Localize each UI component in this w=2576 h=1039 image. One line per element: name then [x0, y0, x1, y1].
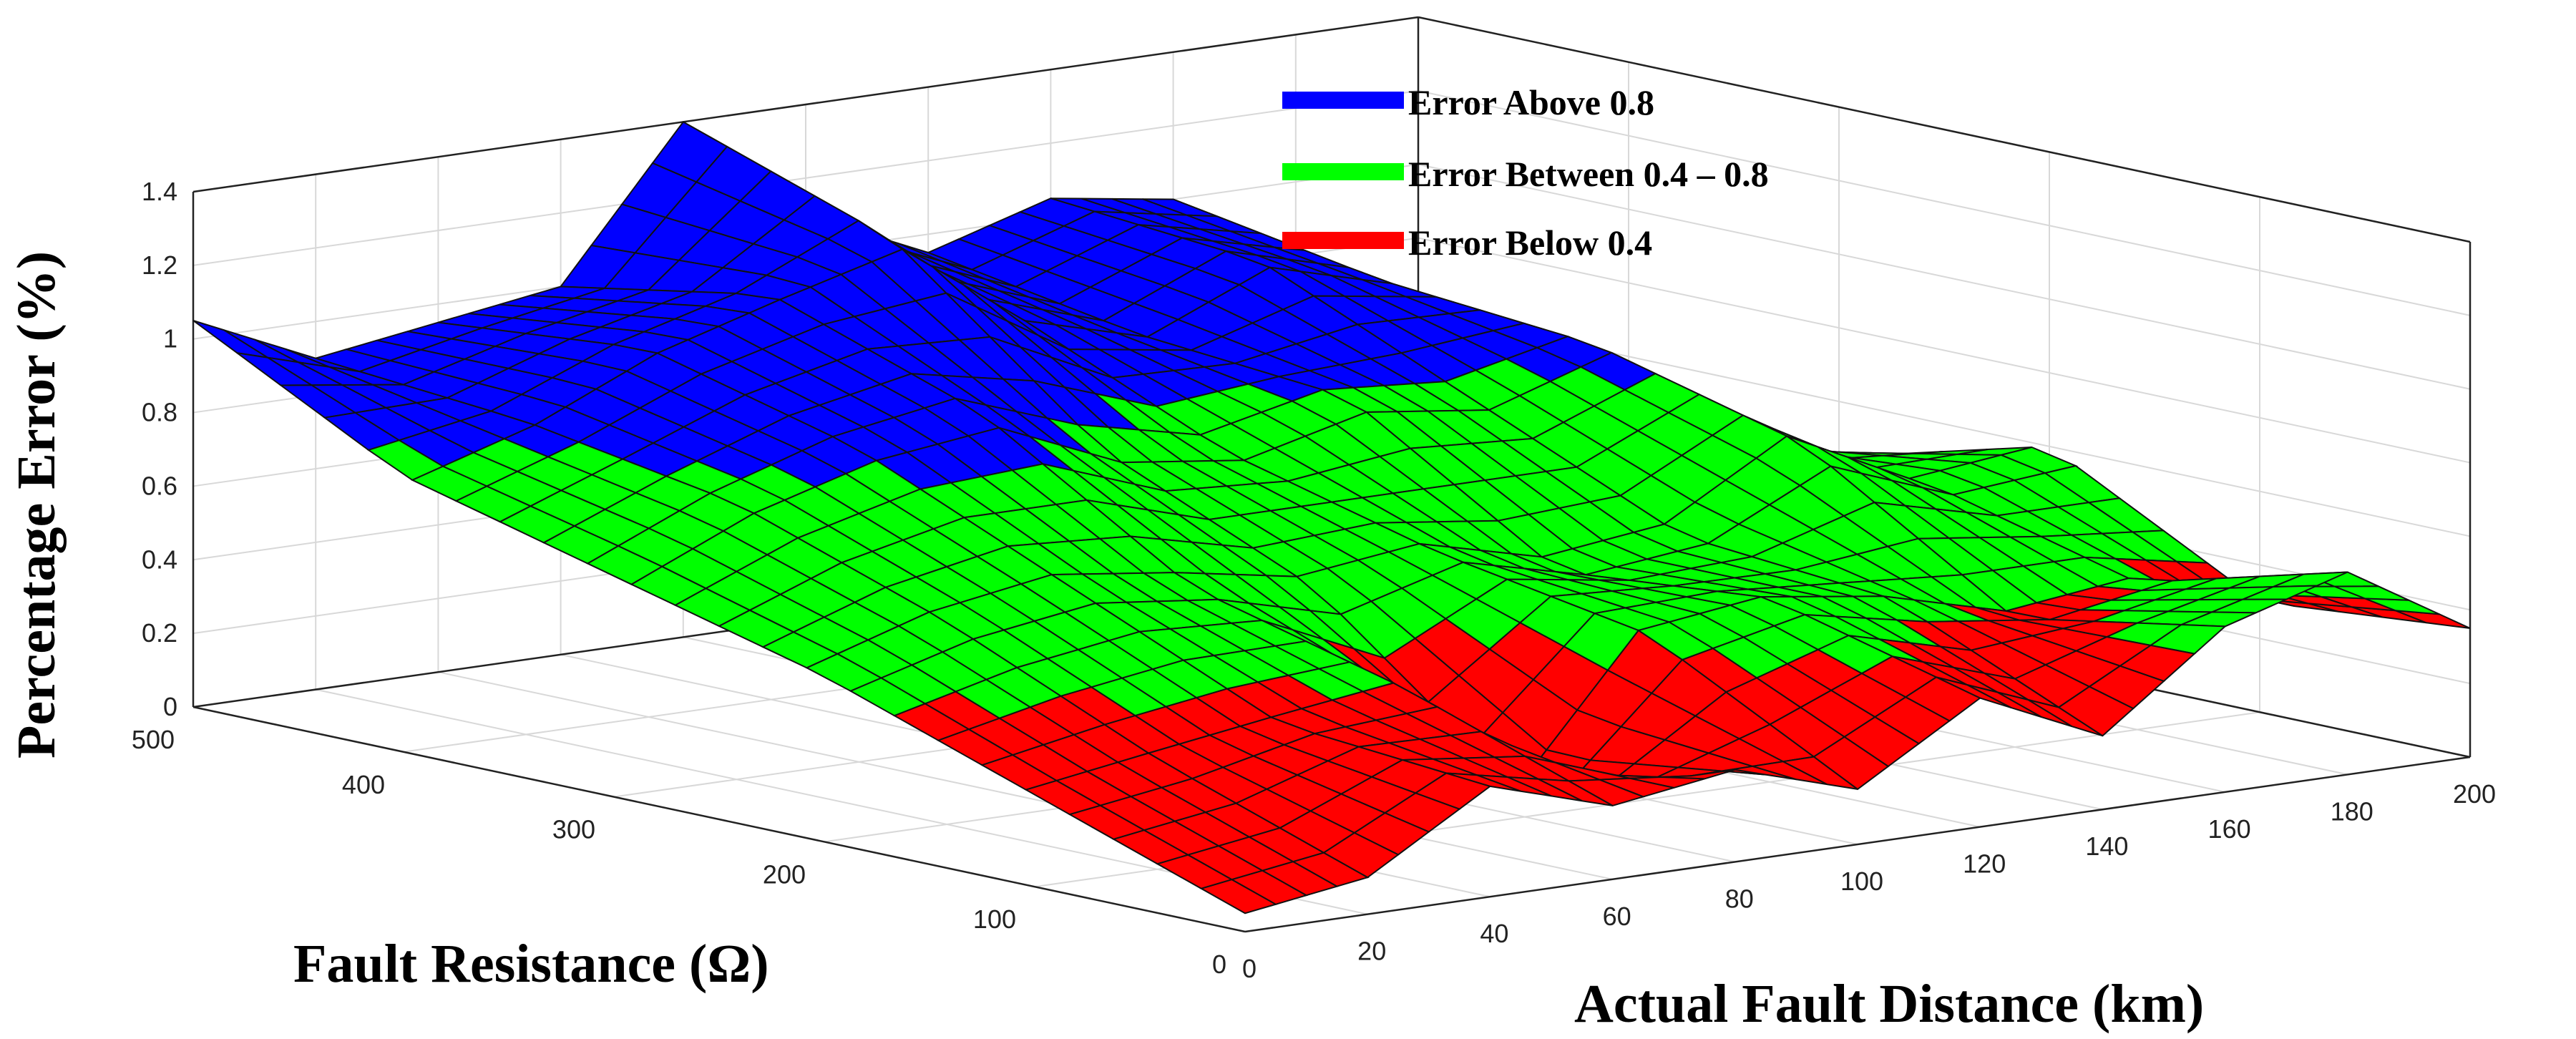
x-axis-title: Actual Fault Distance (km)	[1574, 974, 2204, 1034]
z-tick-label: 0	[163, 692, 177, 721]
z-tick-label: 0.4	[142, 545, 177, 574]
box-edge	[192, 16, 1419, 193]
z-tick-label: 1.2	[142, 250, 177, 280]
error-surface	[192, 121, 2471, 914]
z-tick-label: 0.6	[142, 471, 177, 500]
x-tick-label: 120	[1963, 849, 2006, 879]
legend-label-above: Error Above 0.8	[1408, 82, 1654, 122]
z-gridline-side	[1418, 89, 2471, 316]
z-tick-label: 0.2	[142, 618, 177, 648]
chart-box-front	[192, 706, 2471, 933]
y-tick-label: 400	[342, 770, 385, 799]
legend-label-between: Error Between 0.4 – 0.8	[1408, 154, 1769, 194]
z-gridline-side	[1418, 237, 2471, 464]
box-edge	[1418, 16, 2471, 243]
y-tick-label: 300	[552, 815, 595, 844]
x-tick-label: 140	[2085, 831, 2128, 861]
x-tick-label: 0	[1242, 954, 1257, 983]
surface-cell	[1199, 879, 1278, 914]
x-tick-label: 200	[2453, 779, 2496, 809]
z-axis-title: Percentage Error (%)	[6, 251, 67, 758]
x-tick-label: 40	[1480, 919, 1508, 948]
legend-swatch-above	[1282, 92, 1404, 109]
legend-swatch-below	[1282, 232, 1404, 249]
axis-line-y	[192, 706, 1246, 933]
y-tick-label: 0	[1212, 950, 1226, 979]
x-tick-label: 160	[2208, 814, 2251, 844]
surface-cell	[192, 320, 268, 358]
y-tick-label: 500	[132, 725, 175, 754]
y-axis-title: Fault Resistance (Ω)	[293, 934, 769, 994]
legend: Error Above 0.8 Error Between 0.4 – 0.8 …	[1282, 82, 1769, 263]
x-tick-label: 80	[1725, 884, 1754, 913]
x-tick-label: 100	[1840, 867, 1883, 896]
x-tick-label: 60	[1603, 902, 1631, 931]
z-tick-label: 1	[163, 324, 177, 353]
legend-swatch-between	[1282, 163, 1404, 180]
x-tick-label: 20	[1357, 937, 1386, 966]
axis-ticks: 0 0.2 0.4 0.6 0.8 1 1.2 1.4 0 20 40 60 80 100 120 140 16…	[132, 177, 2496, 983]
legend-label-below: Error Below 0.4	[1408, 223, 1652, 263]
y-tick-label: 200	[763, 859, 806, 889]
z-tick-label: 1.4	[142, 177, 177, 206]
x-tick-label: 180	[2331, 796, 2373, 826]
z-gridline-side	[1418, 163, 2471, 390]
axis-line-x	[1244, 756, 2471, 933]
y-tick-label: 100	[973, 904, 1016, 934]
z-tick-label: 0.8	[142, 398, 177, 427]
